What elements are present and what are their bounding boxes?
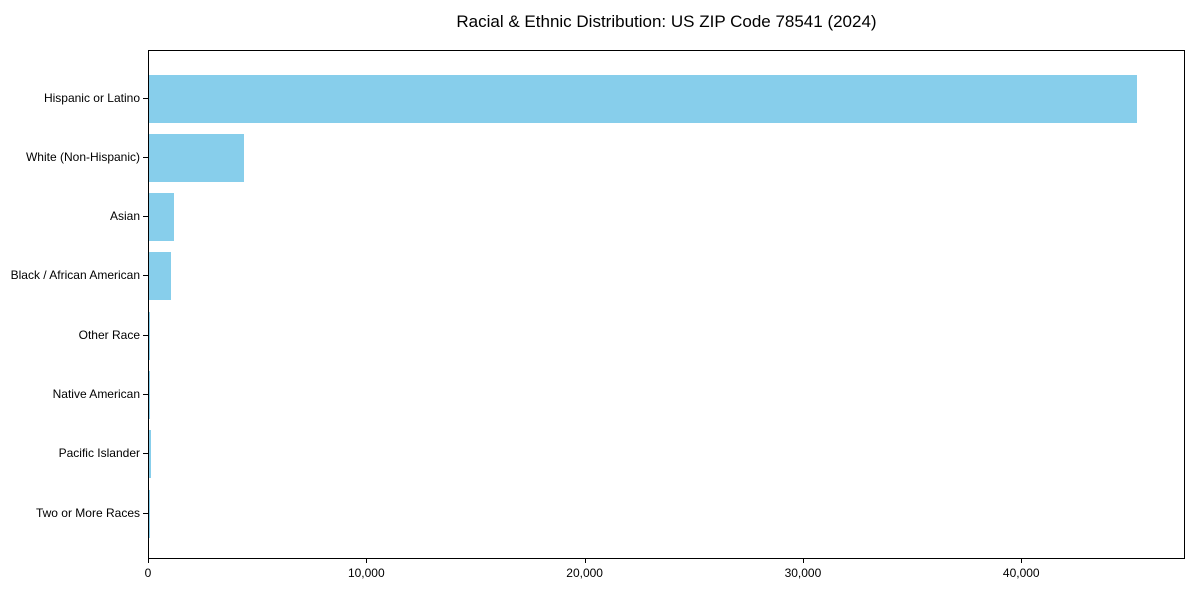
y-tick-mark xyxy=(143,275,148,277)
y-tick-mark xyxy=(143,216,148,218)
x-tick-mark xyxy=(802,559,804,563)
y-tick-mark xyxy=(143,156,148,158)
x-tick-mark xyxy=(148,559,149,563)
x-tick-label: 30,000 xyxy=(784,566,822,580)
y-tick-label: White (Non-Hispanic) xyxy=(25,149,140,164)
bar-hispanic-or-latino xyxy=(149,74,1137,123)
bar-black-african-american xyxy=(149,252,172,301)
y-tick-mark xyxy=(143,512,148,514)
y-tick-label: Native American xyxy=(52,387,140,401)
chart-title: Racial & Ethnic Distribution: US ZIP Cod… xyxy=(456,12,877,31)
bar-pacific-islander xyxy=(149,430,151,479)
y-tick-label: Other Race xyxy=(78,327,140,342)
x-tick-label: 20,000 xyxy=(566,566,603,580)
y-tick-mark xyxy=(143,334,148,336)
bar-two-or-more-races xyxy=(149,489,151,538)
x-tick-mark xyxy=(584,559,586,563)
y-tick-mark xyxy=(143,453,148,455)
y-tick-label: Pacific Islander xyxy=(58,446,140,461)
y-tick-mark xyxy=(143,394,148,395)
x-tick-label: 40,000 xyxy=(1002,566,1040,580)
y-tick-label: Two or More Races xyxy=(35,505,140,520)
bar-other-race xyxy=(149,311,150,360)
x-tick-mark xyxy=(366,559,368,563)
y-tick-label: Asian xyxy=(109,209,140,224)
y-tick-label: Black / African American xyxy=(10,268,140,283)
y-tick-label: Hispanic or Latino xyxy=(43,90,140,105)
bar-white-non-hispanic- xyxy=(149,133,244,182)
plot-area xyxy=(148,50,1185,559)
y-tick-mark xyxy=(143,97,148,99)
x-tick-label: 0 xyxy=(144,566,152,580)
x-tick-mark xyxy=(1021,559,1023,563)
bar-asian xyxy=(149,193,174,242)
bar-native-american xyxy=(149,371,150,419)
x-tick-label: 10,000 xyxy=(347,566,385,580)
